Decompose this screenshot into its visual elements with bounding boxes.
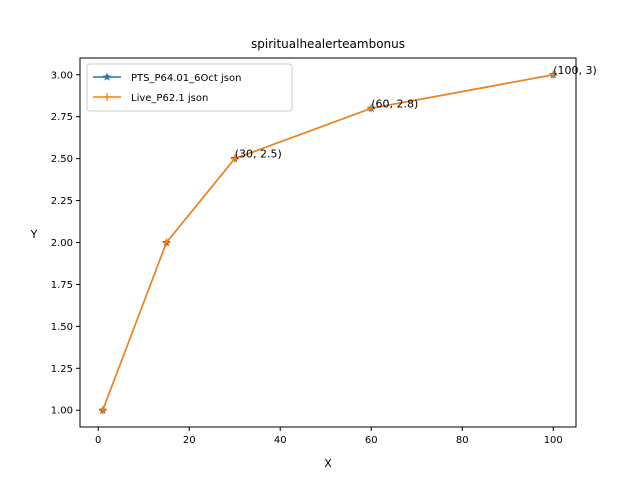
data-label: (60, 2.8)	[371, 97, 418, 110]
legend-box	[86, 63, 293, 112]
y-tick-label: 2.50	[51, 154, 73, 165]
legend-item: Live_P62.1 json	[93, 93, 208, 104]
x-axis-title: X	[324, 457, 332, 470]
plot-area	[98, 70, 558, 415]
y-tick-label: 2.75	[51, 112, 73, 123]
x-axis: 0 20 40 60 80 100	[95, 427, 563, 446]
data-point	[162, 238, 171, 247]
y-tick-label: 1.75	[51, 280, 73, 291]
data-point	[230, 154, 239, 163]
y-axis: 1.00 1.25 1.50 1.75 2.00 2.25 2.50 2.75 3.00	[51, 70, 80, 417]
x-tick-label: 0	[95, 435, 101, 446]
data-point	[98, 406, 107, 415]
x-tick-label: 80	[456, 435, 469, 446]
plot-frame	[79, 57, 577, 428]
data-label: (100, 3)	[553, 64, 597, 77]
x-tick-label: 100	[544, 435, 563, 446]
x-tick-label: 40	[274, 435, 287, 446]
data-label: (30, 2.5)	[235, 148, 282, 161]
y-tick-label: 1.00	[51, 406, 73, 417]
chart-title: spiritualhealerteambonus	[251, 37, 405, 51]
annotations: (30, 2.5) (60, 2.8) (100, 3)	[235, 64, 597, 161]
y-tick-label: 1.25	[51, 364, 73, 375]
x-tick-label: 20	[183, 435, 196, 446]
y-tick-label: 2.25	[51, 196, 73, 207]
legend-label: Live_P62.1 json	[131, 93, 208, 104]
legend: PTS_P64.01_6Oct json Live_P62.1 json	[86, 63, 293, 112]
data-point	[367, 104, 376, 113]
legend-marker	[103, 93, 111, 101]
x-tick-label: 60	[365, 435, 378, 446]
y-tick-label: 2.00	[51, 238, 73, 249]
series-2	[98, 70, 558, 415]
y-axis-title: Y	[30, 228, 38, 241]
y-tick-label: 1.50	[51, 322, 73, 333]
legend-label: PTS_P64.01_6Oct json	[131, 73, 241, 84]
y-tick-label: 3.00	[51, 70, 73, 81]
legend-marker	[102, 72, 112, 81]
legend-item: PTS_P64.01_6Oct json	[93, 72, 241, 84]
data-point	[549, 70, 558, 79]
